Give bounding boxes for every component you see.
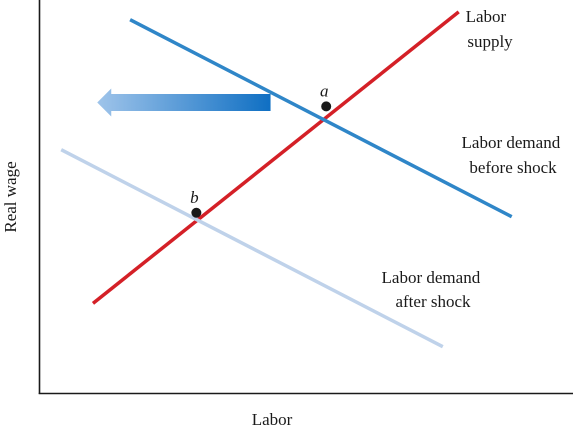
point-label-a: a: [320, 81, 329, 100]
equilibrium-point-a: [321, 101, 332, 112]
series-line-labor-supply: [91, 10, 460, 305]
series-line-labor-demand-before-shock: [129, 18, 513, 219]
series-label-labor-demand-after-shock-line-1: Labor demand: [382, 268, 481, 287]
x-axis-title: Labor: [252, 410, 293, 428]
series-label-labor-demand-after-shock-line-2: after shock: [395, 292, 471, 311]
shift-arrow: [97, 88, 271, 117]
point-label-b: b: [190, 188, 199, 207]
series-label-labor-demand-before-shock-line-2: before shock: [469, 158, 557, 177]
series-label-labor-demand-before-shock-line-1: Labor demand: [462, 133, 561, 152]
equilibrium-point-b: [191, 207, 202, 218]
y-axis-title: Real wage: [1, 161, 20, 232]
series-label-labor-supply-line-2: supply: [467, 32, 513, 51]
series-label-labor-supply: Labor supply: [466, 7, 514, 51]
series-label-labor-supply-line-1: Labor: [466, 7, 507, 26]
series-line-labor-demand-after-shock: [60, 148, 444, 349]
series-label-labor-demand-before-shock: Labor demand before shock: [462, 133, 565, 177]
series-label-labor-demand-after-shock: Labor demand after shock: [382, 268, 485, 311]
